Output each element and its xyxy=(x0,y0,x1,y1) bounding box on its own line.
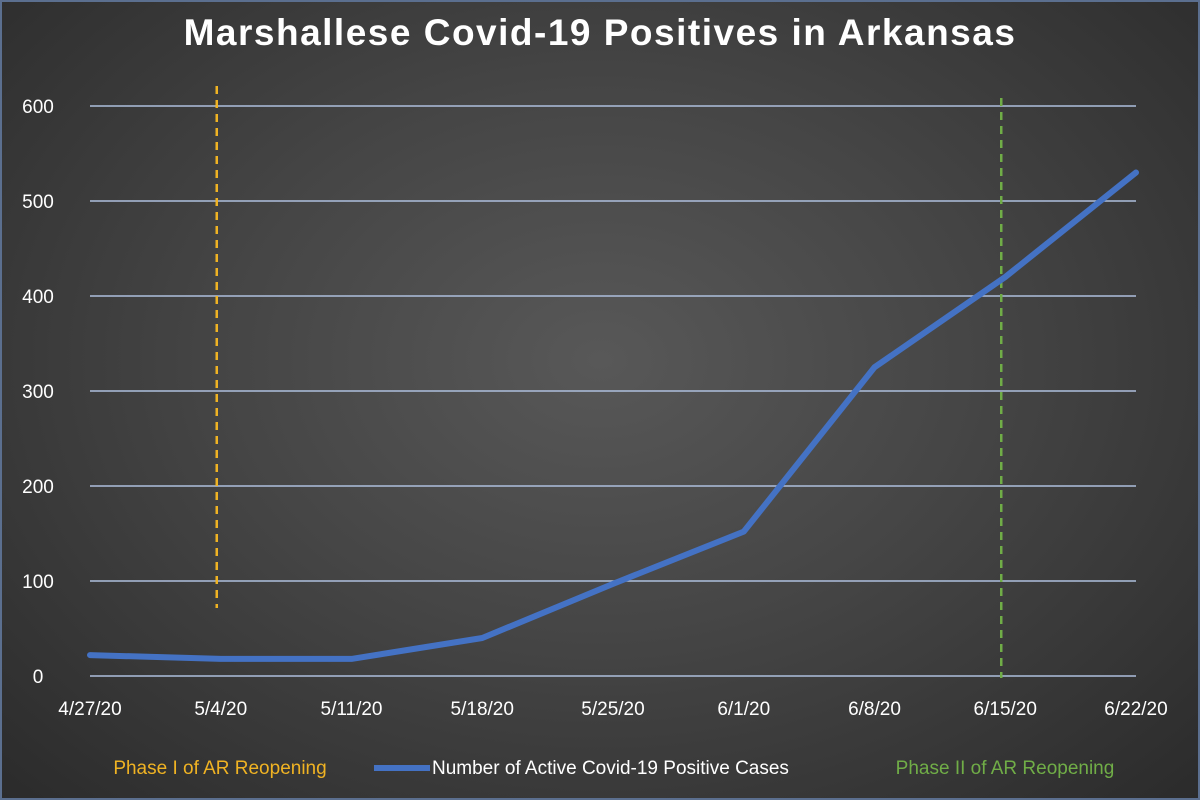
x-tick-label-5: 6/1/20 xyxy=(717,699,770,720)
x-tick-label-2: 5/11/20 xyxy=(321,699,383,720)
chart-title: Marshallese Covid-19 Positives in Arkans… xyxy=(183,12,1017,53)
legend: Phase I of AR Reopening Number of Active … xyxy=(113,758,1114,779)
x-tick-label-1: 5/4/20 xyxy=(194,699,247,720)
phase-markers xyxy=(215,86,1003,678)
y-tick-label-600: 600 xyxy=(22,97,54,118)
legend-series-label: Number of Active Covid-19 Positive Cases xyxy=(432,758,789,779)
y-axis-ticks: 0 100 200 300 400 500 600 xyxy=(22,97,54,688)
y-tick-label-300: 300 xyxy=(22,382,54,403)
x-tick-label-0: 4/27/20 xyxy=(58,699,121,720)
series-line-0 xyxy=(87,169,1139,662)
x-tick-label-8: 6/22/20 xyxy=(1104,699,1167,720)
y-tick-label-500: 500 xyxy=(22,192,54,213)
x-tick-label-3: 5/18/20 xyxy=(451,699,514,720)
legend-phase-1: Phase I of AR Reopening xyxy=(113,758,326,779)
y-tick-label-200: 200 xyxy=(22,477,54,498)
gridlines xyxy=(90,105,1136,677)
series-lines xyxy=(87,169,1139,662)
x-tick-label-7: 6/15/20 xyxy=(974,699,1037,720)
y-tick-label-400: 400 xyxy=(22,287,54,308)
x-axis-ticks: 4/27/20 5/4/20 5/11/20 5/18/20 5/25/20 6/1/20… xyxy=(58,699,1167,720)
x-tick-label-6: 6/8/20 xyxy=(848,699,901,720)
x-tick-label-4: 5/25/20 xyxy=(581,699,644,720)
y-tick-label-100: 100 xyxy=(22,572,54,593)
legend-phase-2: Phase II of AR Reopening xyxy=(896,758,1115,779)
y-tick-label-0: 0 xyxy=(33,667,44,688)
